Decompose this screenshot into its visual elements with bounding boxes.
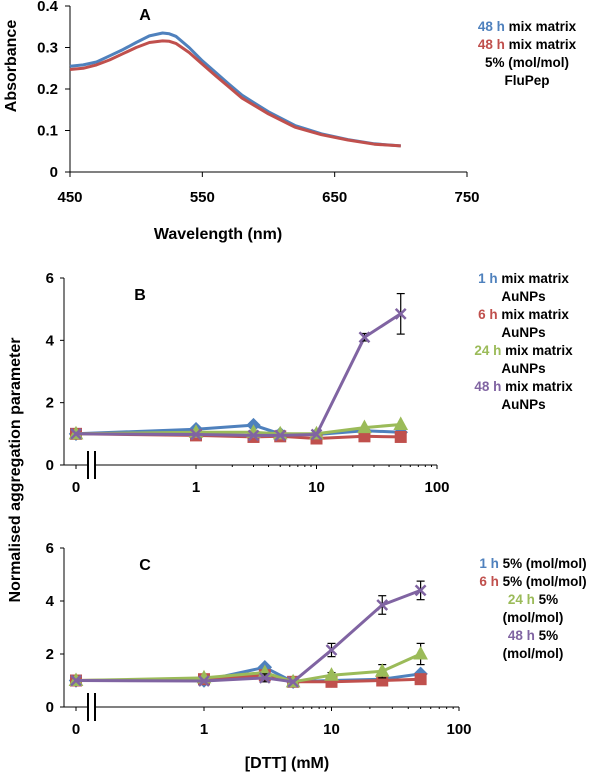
x-tick-label: 0: [72, 721, 80, 738]
y-axis-label: Absorbance: [3, 20, 20, 113]
legend-time-label: 48 h: [477, 37, 505, 52]
legend-entry: 6 h mix matrix AuNPs: [456, 306, 591, 342]
y-tick-label: 0: [50, 164, 58, 181]
panel-label: B: [134, 287, 146, 304]
y-tick-label: 4: [46, 593, 55, 610]
x-tick-label: 0: [72, 479, 80, 496]
series-line-1: [69, 31, 401, 148]
data-point-x: [376, 599, 389, 611]
x-tick-label: 550: [190, 189, 215, 206]
data-point-triangle: [374, 663, 390, 677]
legend-entry: 1 h mix matrix AuNPs: [456, 270, 591, 306]
y-tick-label: 0.2: [37, 81, 58, 98]
legend-time-label: 24 h: [474, 343, 502, 358]
legend-time-label: 1 h: [478, 271, 498, 286]
data-point-triangle: [413, 645, 428, 660]
shared-y-axis-label: Normalised aggregation parameter: [7, 338, 24, 603]
legend-entry: 6 h 5% (mol/mol): [478, 573, 588, 591]
legend-panel-b: 1 h mix matrix AuNPs 6 h mix matrix AuNPs…: [456, 270, 591, 414]
data-point-square: [414, 673, 427, 686]
data-point-square: [394, 430, 407, 443]
data-point-x: [414, 584, 427, 597]
data-point-x: [247, 429, 260, 442]
y-tick-label: 4: [46, 332, 55, 349]
x-tick-label: 10: [308, 479, 325, 496]
legend-time-label: 6 h: [478, 307, 498, 322]
panel-a-absorbance-chart: 0 0.1 0.2 0.3 0.4 450 550 650 750 Wavelength (nm)…: [3, 0, 480, 243]
legend-panel-c: 1 h 5% (mol/mol) 6 h 5% (mol/mol) 24 h 5% …: [478, 555, 588, 663]
legend-entry: 24 h 5% (mol/mol): [478, 591, 588, 627]
y-tick-label: 0.1: [37, 123, 58, 140]
y-tick-label: 2: [46, 395, 54, 412]
legend-time-label: 48 h: [474, 379, 502, 394]
legend-entry: 48 h mix matrix 5% (mol/mol) FluPep: [468, 36, 586, 90]
legend-text: mix matrix AuNPs: [501, 343, 573, 376]
x-tick-label: 100: [424, 479, 449, 496]
axis-break-gap: [88, 693, 95, 721]
y-tick-label: 0.4: [37, 0, 59, 15]
y-tick-label: 0: [46, 457, 54, 474]
data-point-x: [325, 644, 338, 656]
legend-panel-a: 48 h mix matrix 48 h mix matrix 5% (mol/m…: [468, 18, 586, 90]
legend-entry: 48 h 5% (mol/mol): [478, 627, 588, 663]
legend-time-label: 1 h: [479, 556, 499, 571]
legend-text: mix matrix: [504, 19, 577, 34]
x-tick-label: 1: [200, 721, 208, 738]
y-tick-label: 6: [46, 540, 54, 557]
data-point-x: [287, 675, 300, 688]
data-point-x: [190, 428, 202, 441]
x-tick-label: 750: [454, 189, 479, 206]
data-point-x: [198, 675, 210, 687]
legend-time-label: 24 h: [507, 592, 535, 607]
legend-text: 5% (mol/mol): [502, 628, 564, 661]
y-tick-label: 0.3: [37, 40, 58, 57]
data-point-x: [310, 428, 323, 441]
x-tick-label: 650: [322, 189, 347, 206]
data-point-triangle: [324, 667, 339, 681]
panel-label: A: [139, 7, 151, 24]
data-point-x: [70, 427, 82, 440]
data-point-x: [358, 331, 371, 344]
panel-c-aggregation-chart: 0 2 4 6 0 1 10 100 C: [46, 540, 472, 738]
legend-text: 5% (mol/mol): [498, 574, 587, 589]
legend-time-label: 48 h: [477, 19, 505, 34]
data-point-x: [258, 671, 271, 684]
data-point-x: [274, 429, 287, 442]
y-tick-label: 0: [46, 699, 54, 716]
legend-text: mix matrix AuNPs: [497, 307, 569, 340]
data-point-triangle: [393, 416, 409, 430]
legend-text: 5% (mol/mol): [498, 556, 587, 571]
legend-entry: 48 h mix matrix: [468, 18, 586, 36]
legend-text: 5% (mol/mol): [502, 592, 564, 625]
y-tick-label: 6: [46, 270, 54, 287]
legend-text: mix matrix AuNPs: [501, 379, 573, 412]
axis-break-gap: [88, 451, 95, 479]
series-line-4: [75, 312, 402, 437]
data-point-x: [70, 674, 82, 687]
legend-entry: 48 h mix matrix AuNPs: [456, 378, 591, 414]
series-line-2: [69, 39, 401, 148]
legend-entry: 24 h mix matrix AuNPs: [456, 342, 591, 378]
data-point-x: [394, 307, 407, 320]
x-tick-label: 1: [192, 479, 200, 496]
panel-b-aggregation-chart: 0 2 4 6 0 1 10 100 B: [46, 270, 450, 496]
x-tick-label: 100: [446, 721, 471, 738]
y-tick-label: 2: [46, 646, 54, 663]
legend-text: mix matrix 5% (mol/mol) FluPep: [484, 37, 577, 88]
x-tick-label: 10: [323, 721, 340, 738]
series-line-4: [75, 588, 422, 684]
x-axis-label: Wavelength (nm): [154, 226, 282, 243]
legend-time-label: 48 h: [507, 628, 535, 643]
data-point-triangle: [357, 419, 372, 434]
legend-entry: 1 h 5% (mol/mol): [478, 555, 588, 573]
legend-time-label: 6 h: [479, 574, 499, 589]
x-tick-label: 450: [57, 189, 82, 206]
panel-label: C: [139, 557, 151, 574]
legend-text: mix matrix AuNPs: [497, 271, 569, 304]
shared-x-axis-label: [DTT] (mM): [245, 755, 329, 772]
